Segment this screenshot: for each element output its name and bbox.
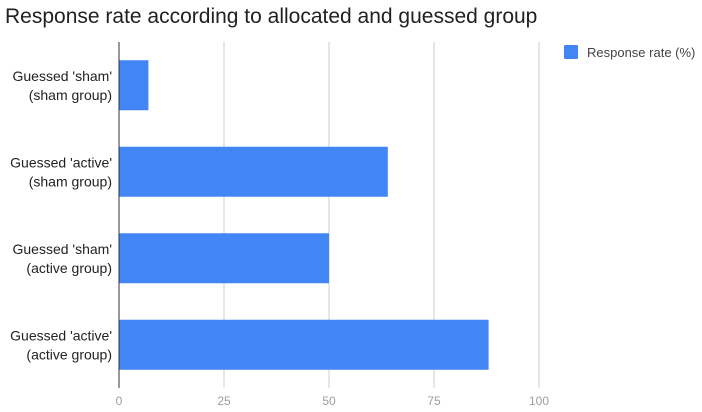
category-label-0: Guessed 'sham' (sham group) — [12, 68, 112, 103]
x-tick-label-4: 100 — [529, 394, 549, 408]
category-label-3-line-0: Guessed 'active' — [10, 327, 112, 343]
legend-swatch — [564, 45, 578, 59]
x-tick-labels: 0 25 50 75 100 — [116, 394, 550, 408]
legend-label: Response rate (%) — [587, 45, 695, 60]
category-label-3: Guessed 'active' (active group) — [10, 327, 112, 362]
x-tick-label-0: 0 — [116, 394, 123, 408]
category-label-3-line-1: (active group) — [26, 346, 112, 362]
x-tick-label-3: 75 — [427, 394, 441, 408]
category-label-2-line-1: (active group) — [26, 260, 112, 276]
chart-title: Response rate according to allocated and… — [5, 5, 537, 28]
x-tick-label-1: 25 — [217, 394, 231, 408]
category-label-1: Guessed 'active' (sham group) — [10, 154, 112, 189]
bar-1 — [119, 146, 388, 197]
category-label-1-line-0: Guessed 'active' — [10, 154, 112, 170]
category-label-1-line-1: (sham group) — [29, 173, 112, 189]
legend: Response rate (%) — [564, 45, 695, 60]
category-label-2: Guessed 'sham' (active group) — [12, 241, 112, 276]
bar-3 — [119, 319, 489, 370]
bar-2 — [119, 233, 329, 284]
bar-0 — [119, 60, 149, 111]
category-label-2-line-0: Guessed 'sham' — [12, 241, 112, 257]
x-tick-label-2: 50 — [322, 394, 336, 408]
category-label-0-line-1: (sham group) — [29, 87, 112, 103]
bar-series — [119, 60, 489, 370]
category-labels: Guessed 'sham' (sham group)Guessed 'activ… — [10, 68, 112, 363]
category-label-0-line-0: Guessed 'sham' — [12, 68, 112, 84]
